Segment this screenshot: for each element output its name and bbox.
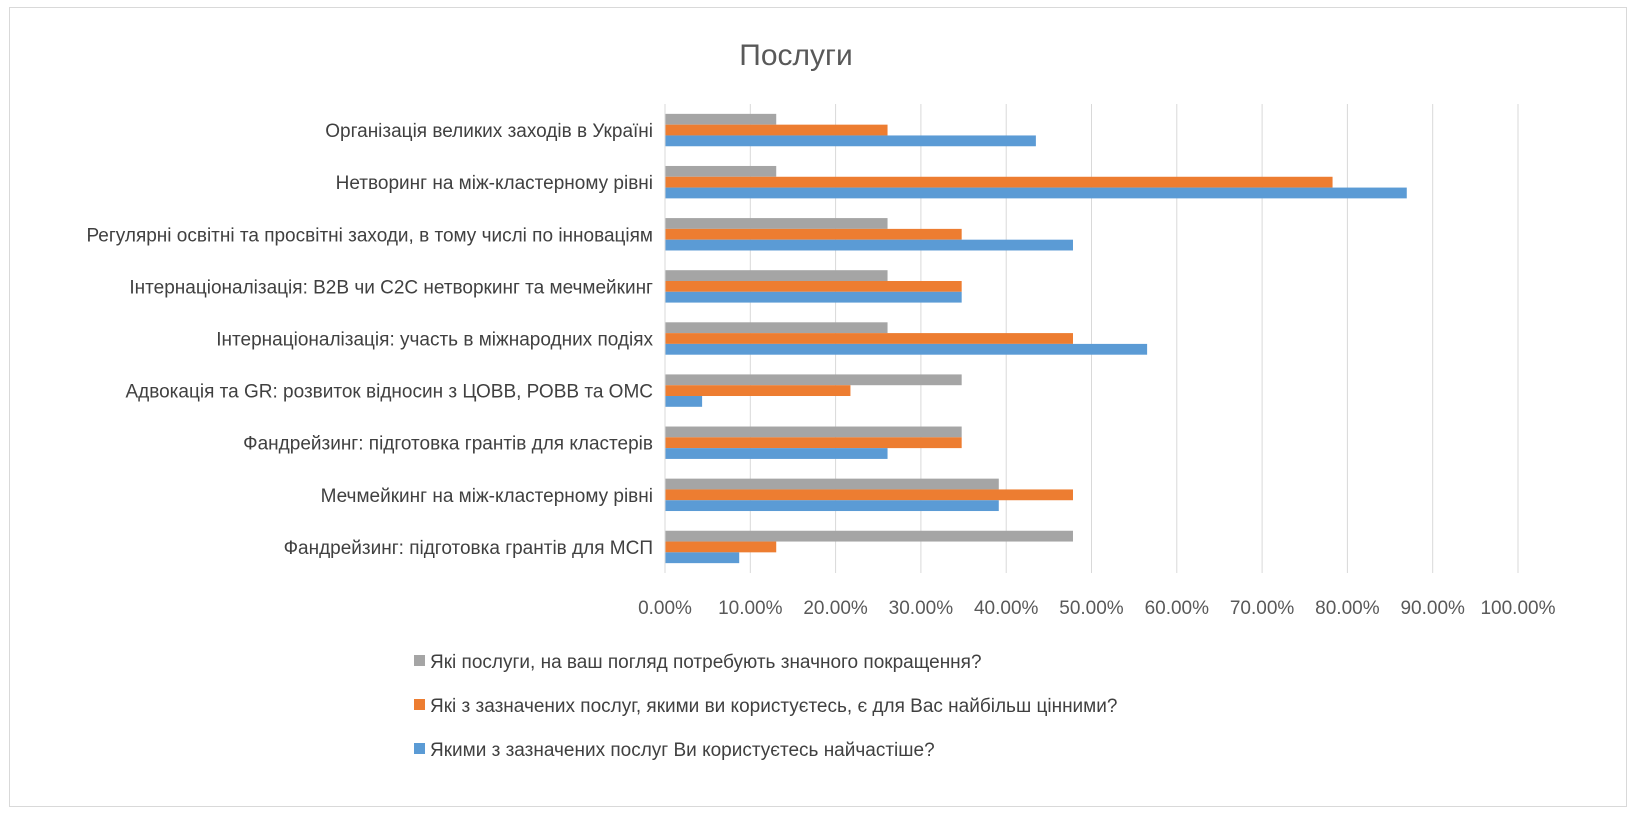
x-tick-label: 10.00% <box>718 598 783 619</box>
legend: Які послуги, на ваш погляд потребують зн… <box>414 652 1117 761</box>
legend-swatch <box>414 699 425 710</box>
bar <box>665 500 999 512</box>
bar <box>665 489 1073 501</box>
bar <box>665 448 888 459</box>
x-tick-label: 40.00% <box>974 598 1039 619</box>
legend-label: Якими з зазначених послуг Ви користуєтес… <box>430 740 935 761</box>
bar <box>665 291 962 303</box>
x-tick-label: 100.00% <box>1480 598 1555 619</box>
x-tick-label: 80.00% <box>1315 598 1380 619</box>
bar <box>665 374 962 386</box>
legend-label: Які з зазначених послуг, якими ви корист… <box>430 696 1117 717</box>
category-label: Фандрейзинг: підготовка грантів для клас… <box>243 434 653 455</box>
category-label: Мечмейкинг на між-кластерному рівні <box>321 486 653 507</box>
x-tick-label: 70.00% <box>1230 598 1295 619</box>
x-tick-label: 50.00% <box>1059 598 1124 619</box>
category-label: Регулярні освітні та просвітні заходи, в… <box>86 225 653 246</box>
category-label: Інтернаціоналізація: В2В чи С2С нетворки… <box>129 277 653 298</box>
bar <box>665 385 851 397</box>
category-label: Адвокація та GR: розвиток відносин з ЦОВ… <box>125 382 653 403</box>
bar <box>665 280 962 292</box>
bar <box>665 552 740 564</box>
chart-frame: Послуги Організація великих заходів в Ук… <box>9 7 1627 807</box>
x-tick-label: 20.00% <box>803 598 868 619</box>
bar <box>665 228 962 240</box>
bar <box>665 187 1407 199</box>
bar <box>665 135 1036 147</box>
chart-title: Послуги <box>739 39 852 72</box>
bar <box>665 396 703 407</box>
x-tick-label: 60.00% <box>1145 598 1210 619</box>
x-tick-label: 90.00% <box>1400 598 1465 619</box>
bar <box>665 541 777 553</box>
bar <box>665 333 1073 344</box>
category-label: Організація великих заходів в Україні <box>325 121 653 142</box>
bars <box>665 113 1407 564</box>
legend-label: Які послуги, на ваш погляд потребують зн… <box>430 652 982 673</box>
bar <box>665 530 1073 542</box>
bar <box>665 478 999 490</box>
bar <box>665 270 888 281</box>
legend-swatch <box>414 743 425 754</box>
bar <box>665 113 777 125</box>
bar <box>665 124 888 136</box>
bar <box>665 343 1148 355</box>
category-label: Нетворинг на між-кластерному рівні <box>336 173 653 194</box>
legend-swatch <box>414 655 425 666</box>
bar <box>665 437 962 449</box>
chart-svg: Послуги Організація великих заходів в Ук… <box>86 39 1556 761</box>
bar <box>665 426 962 438</box>
bar <box>665 218 888 229</box>
bar <box>665 322 888 334</box>
axes: Організація великих заходів в Україні Нет… <box>86 104 1556 619</box>
bar <box>665 239 1073 251</box>
x-tick-label: 0.00% <box>638 598 692 619</box>
category-label: Фандрейзинг: підготовка грантів для МСП <box>284 538 653 559</box>
category-label: Інтернаціоналізація: участь в міжнародни… <box>216 330 653 351</box>
x-tick-label: 30.00% <box>889 598 954 619</box>
bar <box>665 165 777 177</box>
bar <box>665 176 1333 188</box>
